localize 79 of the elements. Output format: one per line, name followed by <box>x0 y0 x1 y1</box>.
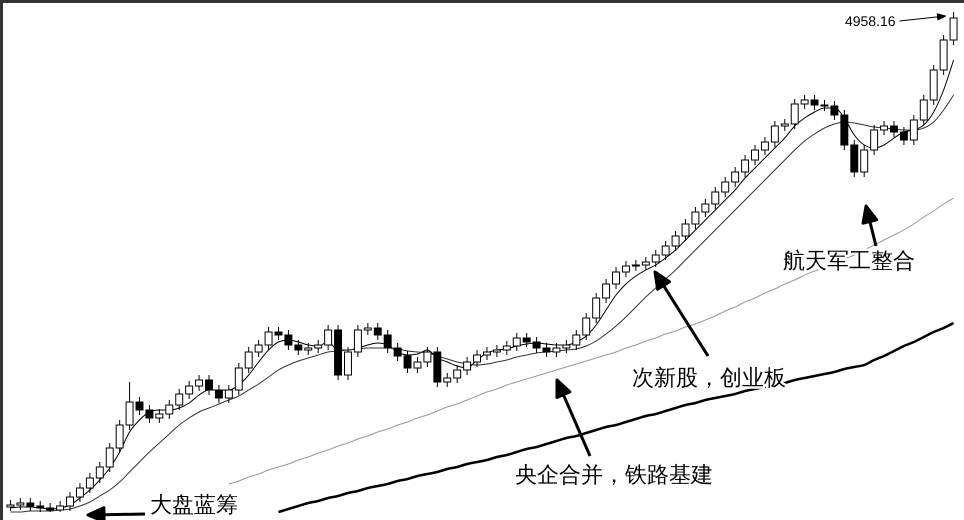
candlestick <box>512 332 521 352</box>
candlestick <box>632 260 640 272</box>
candlestick <box>374 322 382 340</box>
candlestick <box>482 346 491 360</box>
candlestick <box>890 120 898 138</box>
candlestick <box>205 374 213 396</box>
candlestick <box>592 292 600 324</box>
candlestick <box>562 340 570 354</box>
candlestick <box>224 384 233 404</box>
candlestick <box>294 340 302 356</box>
candlestick <box>492 344 501 358</box>
candlestick <box>404 350 412 374</box>
candlestick <box>870 124 878 156</box>
candlestick <box>284 330 292 350</box>
candlestick <box>760 136 769 156</box>
candlestick <box>622 260 630 278</box>
candlestick <box>522 332 531 348</box>
candlestick <box>900 126 908 146</box>
candlestick <box>384 330 392 354</box>
candlestick <box>254 340 263 358</box>
candlestick <box>324 324 332 350</box>
candlestick <box>741 154 750 178</box>
candlestick <box>602 278 610 304</box>
candlestick <box>691 206 700 230</box>
candlestick <box>682 218 690 242</box>
candlestick <box>264 326 273 350</box>
candlestick <box>136 396 144 416</box>
candlestick <box>96 462 104 484</box>
candlestick <box>701 198 710 218</box>
candlestick <box>810 94 819 110</box>
candlestick <box>642 256 650 270</box>
candlestick <box>662 240 670 260</box>
candlestick <box>612 266 620 290</box>
candlestick <box>502 340 511 356</box>
candlestick <box>880 120 888 136</box>
candlestick <box>770 120 779 148</box>
candlestick <box>463 356 472 376</box>
candlestick <box>394 342 402 362</box>
annotation: 航天军工整合 <box>783 249 915 274</box>
candlestick <box>354 324 362 358</box>
candlestick <box>920 94 928 126</box>
candlestick <box>751 144 759 166</box>
candlestick <box>314 340 322 354</box>
candlestick <box>552 342 560 358</box>
candlestick <box>106 442 114 472</box>
candlestick <box>155 408 164 424</box>
candlestick <box>86 472 94 494</box>
annotation: 央企合并，铁路基建 <box>515 463 713 488</box>
candlestick <box>423 346 432 368</box>
candlestick <box>910 114 918 146</box>
candlestick <box>214 384 223 404</box>
candlestick <box>126 382 134 430</box>
candlestick <box>731 166 740 188</box>
candlestick <box>116 420 124 454</box>
candlestick <box>443 372 452 388</box>
candlestick <box>860 144 868 178</box>
candlestick <box>344 346 352 380</box>
candlestick <box>672 230 680 252</box>
candlestick <box>800 94 809 110</box>
candlestick <box>572 330 580 350</box>
candlestick <box>76 482 84 502</box>
candlestick <box>145 404 154 424</box>
candlestick <box>582 312 590 340</box>
annotation: 大盘蓝筹 <box>150 493 238 518</box>
candlestick <box>364 322 372 336</box>
annotation: 4958.16 <box>844 13 896 29</box>
candlestick <box>950 12 958 46</box>
candlestick <box>652 250 660 268</box>
candlestick <box>195 374 204 392</box>
candlestick <box>304 342 312 356</box>
candlestick <box>414 356 422 374</box>
candlestick <box>542 342 550 358</box>
candlestick <box>453 364 462 384</box>
candlestick <box>473 350 482 368</box>
candlestick <box>820 100 828 112</box>
candlestick <box>185 380 194 400</box>
candlestick <box>532 336 541 354</box>
candlestick <box>274 326 282 340</box>
candlestick <box>830 100 838 120</box>
